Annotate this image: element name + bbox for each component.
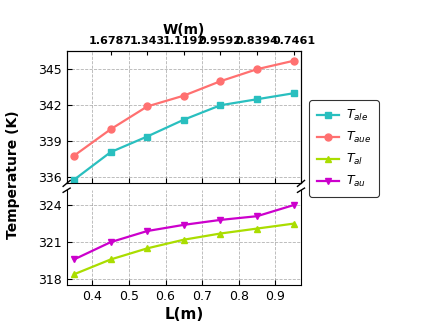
X-axis label: W(m): W(m) (163, 22, 205, 37)
Text: Temperature (K): Temperature (K) (6, 111, 20, 239)
X-axis label: L(m): L(m) (164, 308, 203, 322)
Legend: $T_{ale}$, $T_{aue}$, $T_{al}$, $T_{au}$: $T_{ale}$, $T_{aue}$, $T_{al}$, $T_{au}$ (310, 101, 379, 196)
